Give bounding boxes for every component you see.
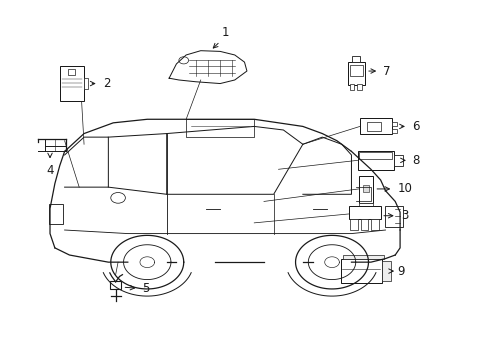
- FancyBboxPatch shape: [360, 219, 368, 230]
- FancyBboxPatch shape: [49, 204, 63, 224]
- Text: 7: 7: [382, 64, 390, 77]
- FancyBboxPatch shape: [343, 255, 383, 260]
- FancyBboxPatch shape: [349, 219, 357, 230]
- FancyBboxPatch shape: [359, 153, 391, 159]
- Text: 3: 3: [400, 209, 407, 222]
- FancyBboxPatch shape: [357, 151, 393, 170]
- FancyBboxPatch shape: [83, 78, 88, 89]
- FancyBboxPatch shape: [391, 129, 397, 133]
- FancyBboxPatch shape: [347, 62, 365, 85]
- Text: 10: 10: [397, 183, 412, 195]
- FancyBboxPatch shape: [110, 281, 121, 289]
- FancyBboxPatch shape: [352, 56, 360, 62]
- FancyBboxPatch shape: [357, 84, 362, 90]
- FancyBboxPatch shape: [366, 122, 380, 131]
- Text: 8: 8: [411, 154, 419, 167]
- Text: 1: 1: [221, 26, 228, 39]
- FancyBboxPatch shape: [359, 118, 391, 134]
- Text: 5: 5: [142, 283, 149, 296]
- FancyBboxPatch shape: [60, 66, 83, 102]
- FancyBboxPatch shape: [358, 176, 372, 203]
- Text: 9: 9: [397, 265, 405, 278]
- FancyBboxPatch shape: [371, 219, 378, 230]
- Text: 6: 6: [411, 120, 419, 133]
- FancyBboxPatch shape: [348, 206, 380, 219]
- FancyBboxPatch shape: [349, 84, 354, 90]
- FancyBboxPatch shape: [358, 203, 372, 207]
- FancyBboxPatch shape: [340, 260, 381, 283]
- FancyBboxPatch shape: [362, 185, 369, 192]
- FancyBboxPatch shape: [381, 261, 390, 280]
- Text: 4: 4: [46, 164, 54, 177]
- FancyBboxPatch shape: [384, 206, 403, 227]
- Text: 2: 2: [103, 77, 111, 90]
- FancyBboxPatch shape: [349, 65, 362, 76]
- FancyBboxPatch shape: [393, 156, 402, 166]
- FancyBboxPatch shape: [68, 69, 75, 75]
- FancyBboxPatch shape: [391, 122, 397, 126]
